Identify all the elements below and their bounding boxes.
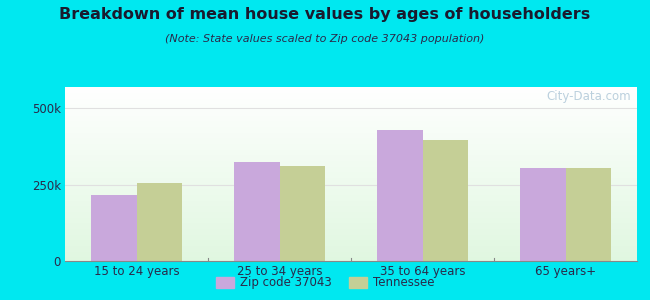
Text: City-Data.com: City-Data.com (547, 91, 631, 103)
Bar (422, 140, 468, 261)
Bar (136, 183, 182, 261)
Bar (280, 167, 325, 261)
Bar (520, 168, 566, 261)
Bar (377, 130, 423, 261)
Text: (Note: State values scaled to Zip code 37043 population): (Note: State values scaled to Zip code 3… (165, 34, 485, 44)
Bar (234, 162, 280, 261)
Legend: Zip code 37043, Tennessee: Zip code 37043, Tennessee (211, 272, 439, 294)
Text: Breakdown of mean house values by ages of householders: Breakdown of mean house values by ages o… (59, 8, 591, 22)
Bar (566, 168, 611, 261)
Bar (91, 195, 136, 261)
